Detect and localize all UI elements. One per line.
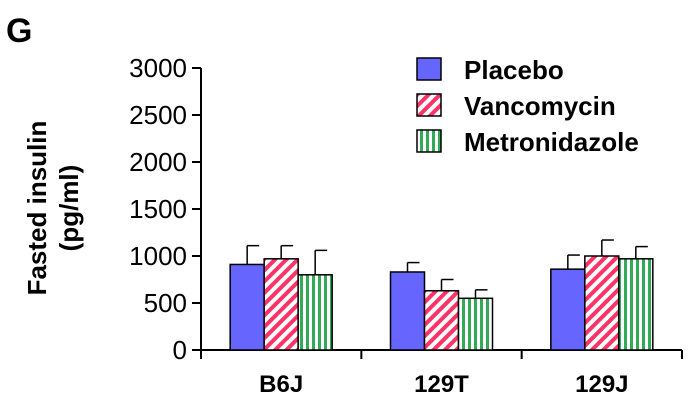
y-tick-label: 1500 (129, 194, 187, 224)
legend-swatch (416, 57, 442, 81)
y-tick-label: 3000 (129, 53, 187, 83)
bar (229, 263, 265, 351)
x-category-label: B6J (259, 371, 303, 398)
legend-swatch (416, 93, 442, 117)
x-axis: B6J 129T 129J (200, 349, 683, 398)
bar (297, 274, 333, 351)
bar (618, 258, 654, 351)
legend-label: Placebo (464, 55, 564, 85)
bars (229, 239, 654, 351)
legend-label: Metronidazole (464, 127, 639, 157)
y-tick-label: 1000 (129, 241, 187, 271)
legend: Placebo Vancomycin Metronidazole (416, 55, 639, 157)
panel-label: G (6, 12, 32, 50)
y-tick-label: 500 (144, 288, 187, 318)
y-axis: 0 500 1000 1500 2000 2500 3000 (129, 53, 202, 365)
bar (457, 297, 494, 351)
y-axis-label-line2: (pg/ml) (54, 165, 84, 252)
bar (389, 271, 426, 351)
legend-swatch (416, 129, 442, 153)
y-tick-label: 0 (173, 335, 187, 365)
bar (550, 268, 586, 351)
y-tick-label: 2500 (129, 100, 187, 130)
y-tick-label: 2000 (129, 147, 187, 177)
bar (423, 290, 460, 351)
bar (584, 255, 620, 351)
legend-label: Vancomycin (464, 91, 616, 121)
x-category-label: 129J (575, 371, 628, 398)
y-axis-label-line1: Fasted insulin (22, 121, 52, 296)
x-category-label: 129T (414, 371, 469, 398)
bar (263, 258, 299, 351)
